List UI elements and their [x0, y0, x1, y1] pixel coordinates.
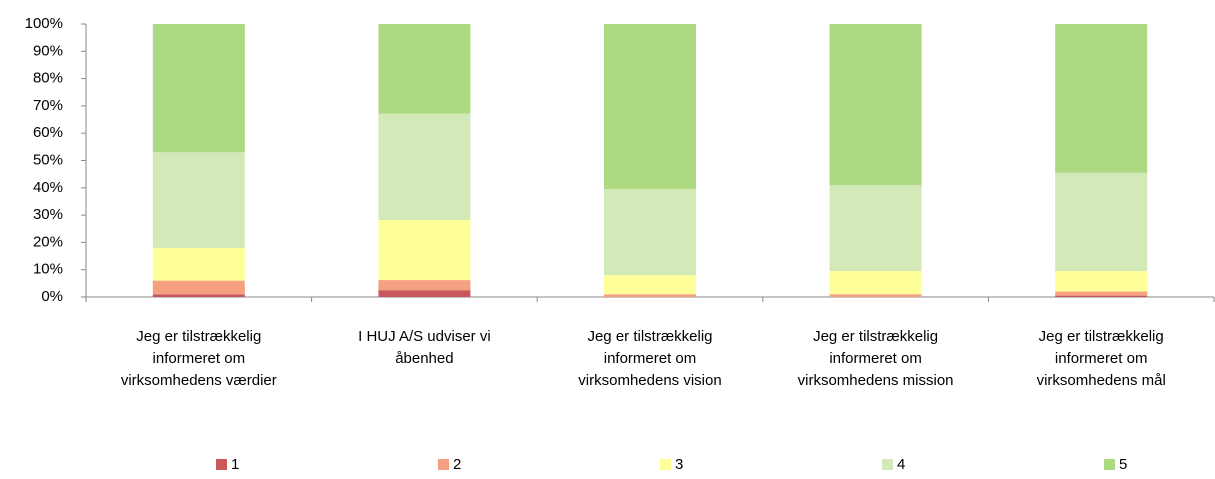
bar-segment [152, 247, 245, 281]
y-tick-label: 40% [33, 179, 63, 196]
bar-segment [604, 275, 696, 295]
legend-label: 1 [231, 456, 239, 473]
y-tick-label: 90% [33, 42, 63, 59]
bar-segment [378, 24, 471, 114]
y-tick-label: 100% [25, 15, 63, 32]
x-tick-label: Jeg er tilstrækkelig [136, 328, 261, 345]
x-tick-label: virksomhedens vision [578, 372, 721, 389]
y-tick-label: 30% [33, 206, 63, 223]
bar-segment [152, 280, 245, 295]
bar-segment [1055, 24, 1148, 173]
y-tick-label: 0% [41, 288, 63, 305]
bar-segment [152, 24, 245, 153]
bar-segment [1055, 295, 1148, 297]
x-tick-label: informeret om [604, 350, 697, 367]
legend-swatch [216, 459, 227, 470]
legend-label: 3 [675, 456, 683, 473]
y-tick-label: 80% [33, 70, 63, 87]
bar-segment [829, 24, 922, 186]
bar-segment [829, 271, 922, 295]
bar-segment [378, 290, 471, 297]
y-tick-label: 20% [33, 233, 63, 250]
bar-segment [604, 189, 696, 276]
legend-swatch [882, 459, 893, 470]
bar-segment [152, 152, 245, 248]
x-tick-label: informeret om [153, 350, 246, 367]
bar-segment [1055, 271, 1148, 292]
x-tick-label: I HUJ A/S udviser vi [358, 328, 491, 345]
bar-segment [1055, 172, 1148, 272]
bar-segment [829, 185, 922, 272]
legend-label: 5 [1119, 456, 1127, 473]
x-tick-label: virksomhedens mål [1037, 372, 1166, 389]
x-tick-label: åbenhed [395, 350, 453, 367]
legend-swatch [660, 459, 671, 470]
legend-swatch [438, 459, 449, 470]
x-tick-label: informeret om [829, 350, 922, 367]
x-tick-label: virksomhedens mission [798, 372, 954, 389]
y-tick-label: 10% [33, 261, 63, 278]
x-tick-label: virksomhedens værdier [121, 372, 277, 389]
y-tick-label: 50% [33, 151, 63, 168]
x-tick-label: informeret om [1055, 350, 1148, 367]
y-tick-label: 70% [33, 97, 63, 114]
x-tick-label: Jeg er tilstrækkelig [813, 328, 938, 345]
bar-segment [604, 294, 696, 297]
y-tick-label: 60% [33, 124, 63, 141]
legend-label: 2 [453, 456, 461, 473]
legend-label: 4 [897, 456, 905, 473]
bar-segment [152, 294, 245, 297]
bar-segment [1055, 291, 1148, 296]
bar-segment [378, 113, 471, 221]
x-tick-label: Jeg er tilstrækkelig [587, 328, 712, 345]
x-tick-label: Jeg er tilstrækkelig [1039, 328, 1164, 345]
legend-swatch [1104, 459, 1115, 470]
bar-segment [378, 220, 471, 281]
bar-segment [378, 280, 471, 291]
bar-segment [604, 24, 696, 190]
bar-segment [829, 294, 922, 297]
